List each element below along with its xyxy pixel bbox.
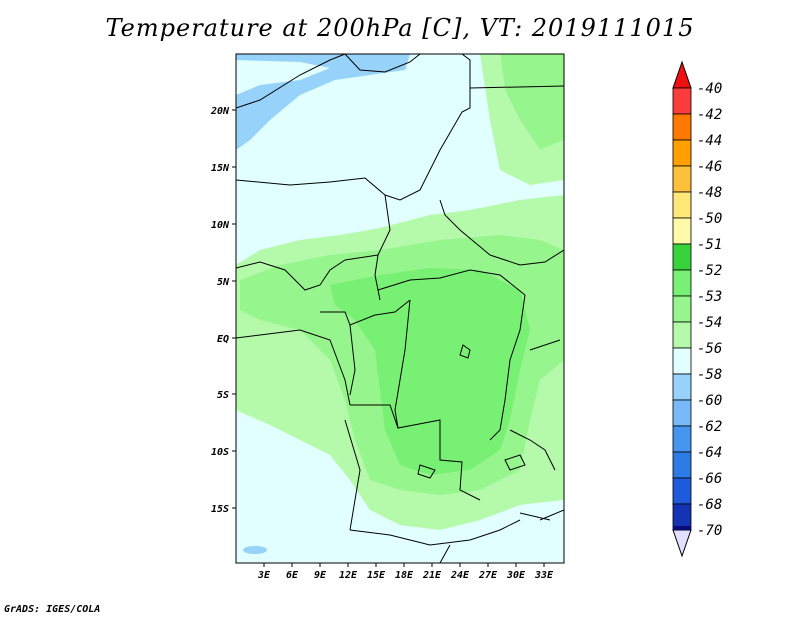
colorbar-label-1: -40 <box>697 81 722 97</box>
lon-label-21e: 21E <box>422 570 442 581</box>
plot-title: Temperature at 200hPa [C], VT: 201911101… <box>105 14 695 42</box>
field-northeast-outer <box>480 54 564 185</box>
colorbar-box-3 <box>672 139 692 167</box>
colorbar-box-2 <box>672 113 692 141</box>
lat-label-5s: 5S <box>217 390 229 401</box>
colorbar-label-6: -50 <box>697 211 722 227</box>
lat-label-5n: 5N <box>217 277 230 288</box>
colorbar-label-4: -46 <box>697 159 722 175</box>
colorbar-top-arrow <box>672 60 692 89</box>
lon-label-12e: 12E <box>339 570 358 581</box>
colorbar-bottom-arrow <box>672 529 692 558</box>
field-northeast-green <box>500 54 564 150</box>
lon-label-15e: 15E <box>367 570 386 581</box>
colorbar-label-12: -58 <box>697 367 722 383</box>
colorbar-box-16 <box>672 477 692 505</box>
latitude-axis: 20N 15N 10N 5N EQ 5S 10S 15S <box>210 106 236 515</box>
colorbar-box-13 <box>672 399 692 427</box>
lon-label-9e: 9E <box>314 570 327 581</box>
longitude-axis: 3E 6E 9E 12E 15E 18E 21E 24E 27E 30E 33E <box>257 563 554 581</box>
colorbar-box-1 <box>672 87 692 115</box>
lon-label-24e: 24E <box>450 570 470 581</box>
lon-label-30e: 30E <box>506 570 526 581</box>
colorbar-box-9 <box>672 295 692 323</box>
lat-label-10s: 10S <box>211 447 229 458</box>
lon-label-27e: 27E <box>478 570 498 581</box>
colorbar-box-14 <box>672 425 692 453</box>
colorbar-label-16: -66 <box>697 471 722 487</box>
colorbar-box-12 <box>672 373 692 401</box>
colorbar-label-2: -42 <box>697 107 722 123</box>
colorbar-box-11 <box>672 347 692 375</box>
colorbar-label-15: -64 <box>697 445 722 461</box>
lon-label-3e: 3E <box>257 570 271 581</box>
country-borders <box>236 54 564 563</box>
colorbar-label-14: -62 <box>697 419 722 435</box>
colorbar-box-4 <box>672 165 692 193</box>
colorbar-label-13: -60 <box>697 393 722 409</box>
colorbar-label-10: -54 <box>697 315 722 331</box>
lat-label-15n: 15N <box>211 163 230 174</box>
colorbar-box-15 <box>672 451 692 479</box>
colorbar-box-10 <box>672 321 692 349</box>
lat-label-20n: 20N <box>210 106 230 117</box>
field-band-inner <box>330 268 530 475</box>
colorbar-label-7: -51 <box>697 237 722 253</box>
lat-label-15s: 15S <box>211 504 229 515</box>
field-cold-spot-southwest <box>243 546 267 554</box>
lon-label-33e: 33E <box>534 570 554 581</box>
colorbar-box-8 <box>672 269 692 297</box>
field-cold-patch-northwest <box>236 60 330 95</box>
colorbar: -40 -42 -44 -46 -48 -50 -51 -52 -53 -54 … <box>672 60 722 558</box>
field-southeast-patch <box>470 500 564 563</box>
colorbar-label-3: -44 <box>697 133 722 149</box>
colorbar-box-18 <box>673 526 691 530</box>
colorbar-label-5: -48 <box>697 185 722 201</box>
map-frame <box>235 53 565 564</box>
lat-label-10n: 10N <box>211 220 230 231</box>
lon-label-6e: 6E <box>286 570 299 581</box>
colorbar-label-8: -52 <box>697 263 722 279</box>
lon-label-18e: 18E <box>395 570 414 581</box>
colorbar-box-5 <box>672 191 692 219</box>
colorbar-label-18: -70 <box>697 523 722 539</box>
grads-credit: GrADS: IGES/COLA <box>4 604 101 615</box>
colorbar-label-11: -56 <box>697 341 722 357</box>
lat-label-eq: EQ <box>217 334 229 345</box>
colorbar-label-17: -68 <box>697 497 722 513</box>
colorbar-box-6 <box>672 217 692 245</box>
colorbar-label-9: -53 <box>697 289 722 305</box>
colorbar-box-7 <box>672 243 692 271</box>
